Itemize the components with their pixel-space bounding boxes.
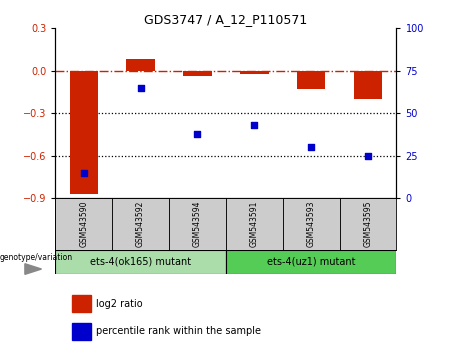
Text: ets-4(uz1) mutant: ets-4(uz1) mutant xyxy=(267,257,355,267)
Point xyxy=(364,153,372,159)
Bar xyxy=(354,71,382,99)
Point xyxy=(307,144,315,150)
Point xyxy=(137,85,144,91)
Bar xyxy=(169,198,226,250)
Bar xyxy=(226,250,396,274)
Text: GSM543590: GSM543590 xyxy=(79,201,88,247)
Point xyxy=(80,170,88,176)
Text: GSM543591: GSM543591 xyxy=(250,201,259,247)
Text: percentile rank within the sample: percentile rank within the sample xyxy=(96,326,261,336)
Bar xyxy=(297,71,325,89)
Text: GSM543594: GSM543594 xyxy=(193,201,202,247)
Bar xyxy=(183,71,212,76)
Text: log2 ratio: log2 ratio xyxy=(96,298,143,309)
Bar xyxy=(55,250,226,274)
Text: genotype/variation: genotype/variation xyxy=(0,253,73,262)
Point xyxy=(194,131,201,137)
Text: ets-4(ok165) mutant: ets-4(ok165) mutant xyxy=(90,257,191,267)
Bar xyxy=(283,198,340,250)
Point xyxy=(251,122,258,128)
Bar xyxy=(340,198,396,250)
Bar xyxy=(126,59,155,71)
Polygon shape xyxy=(25,264,41,274)
Text: GSM543593: GSM543593 xyxy=(307,201,316,247)
Bar xyxy=(55,198,112,250)
Bar xyxy=(72,295,91,312)
Text: GSM543595: GSM543595 xyxy=(364,201,372,247)
Title: GDS3747 / A_12_P110571: GDS3747 / A_12_P110571 xyxy=(144,13,307,26)
Bar xyxy=(72,323,91,340)
Text: GSM543592: GSM543592 xyxy=(136,201,145,247)
Bar xyxy=(70,71,98,194)
Bar xyxy=(240,71,268,74)
Bar xyxy=(112,198,169,250)
Bar xyxy=(226,198,283,250)
